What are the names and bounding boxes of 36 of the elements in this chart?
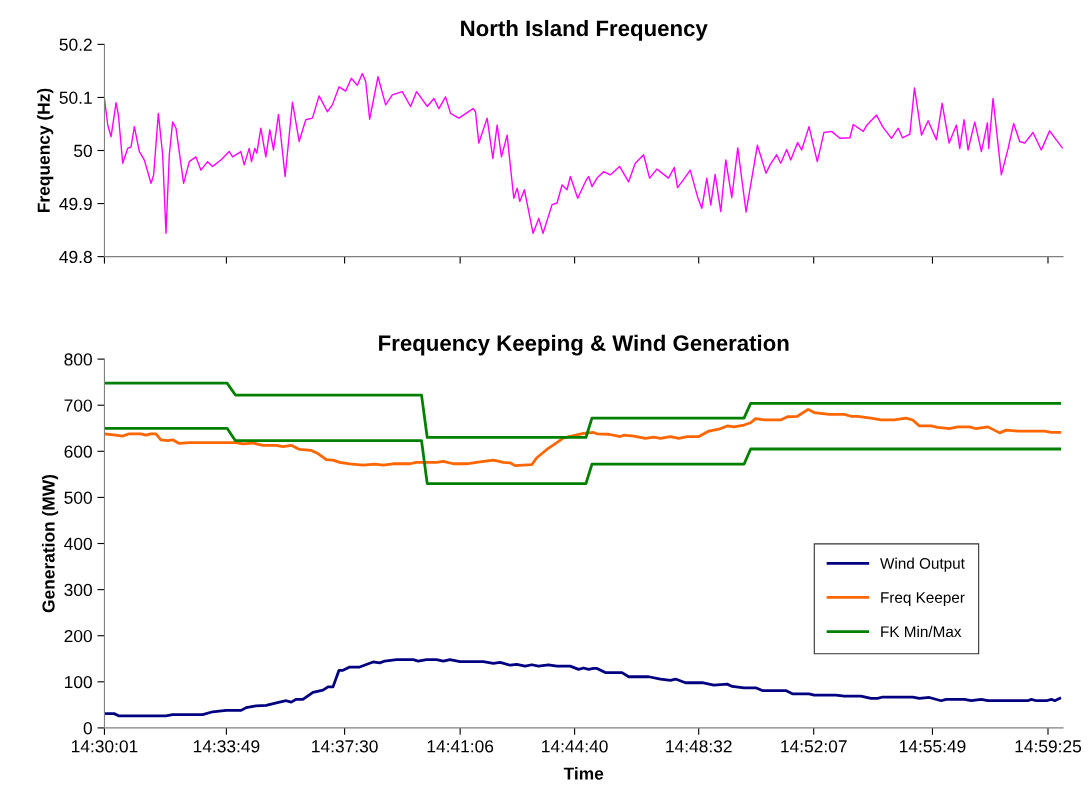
y-tick-label: 50.2 (59, 38, 92, 51)
y-tick-label: 50.1 (59, 91, 92, 104)
y-tick-label: 800 (64, 353, 92, 366)
y-axis-title: Frequency (Hz) (37, 88, 54, 213)
y-tick-label: 49.9 (59, 197, 92, 211)
x-axis-title: Time (563, 767, 604, 780)
legend-label: Wind Output (880, 557, 965, 572)
line-series (104, 72, 1063, 234)
y-tick-label: 200 (64, 629, 92, 643)
x-tick-label: 14:48:32 (666, 740, 732, 753)
chart-title: Frequency Keeping & Wind Generation (379, 334, 789, 356)
chart-title: North Island Frequency (461, 19, 708, 41)
legend-label: Freq Keeper (881, 592, 965, 606)
line-series (104, 407, 1062, 467)
y-tick-label: 700 (64, 399, 92, 412)
line-series (104, 658, 1062, 718)
x-tick-label: 14:33:49 (193, 740, 260, 753)
x-tick-label: 14:41:06 (427, 740, 494, 753)
line-series (104, 426, 1062, 485)
y-tick-label: 600 (64, 445, 92, 458)
x-tick-label: 14:37:30 (312, 740, 378, 753)
y-tick-label: 50 (74, 144, 92, 157)
y-tick-label: 100 (65, 675, 92, 689)
x-tick-label: 14:59:25 (1015, 740, 1082, 753)
x-tick-label: 14:55:49 (900, 740, 966, 753)
x-tick-label: 14:30:01 (71, 740, 138, 753)
x-tick-label: 14:44:40 (542, 740, 608, 753)
y-tick-label: 500 (64, 491, 92, 504)
x-tick-label: 14:52:07 (781, 740, 847, 753)
y-axis-title: Generation (MW) (41, 474, 59, 613)
y-tick-label: 300 (64, 583, 92, 597)
legend-label: FK Min/Max (881, 625, 962, 638)
y-tick-label: 0 (83, 722, 92, 735)
y-tick-label: 400 (64, 537, 92, 550)
line-series (104, 381, 1062, 439)
y-tick-label: 49.8 (59, 250, 92, 264)
